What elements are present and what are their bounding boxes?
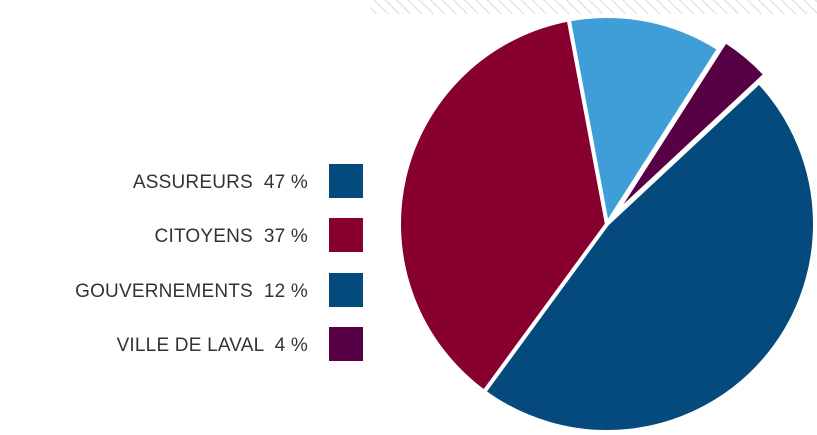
legend-label-2: GOUVERNEMENTS 12 % [75,281,308,302]
legend: ASSUREURS 47 % CITOYENS 37 % GOUVERNEMENTS… [75,164,363,361]
legend-swatch-3 [329,327,363,361]
legend-swatch-0 [329,164,363,198]
legend-label-3: VILLE DE LAVAL 4 % [117,335,308,356]
legend-label-0: ASSUREURS 47 % [133,172,308,193]
pie-slice-gouvernements [566,14,722,226]
hatched-decoration [370,0,817,14]
legend-label-1: CITOYENS 37 % [155,226,308,247]
pie-slices [397,14,817,434]
pie-slice-citoyens [397,17,609,394]
legend-swatch-2 [329,273,363,307]
pie-slice-ville-de-laval [611,39,768,219]
pie-slice-assureurs [482,80,817,434]
legend-swatch-1 [329,218,363,252]
